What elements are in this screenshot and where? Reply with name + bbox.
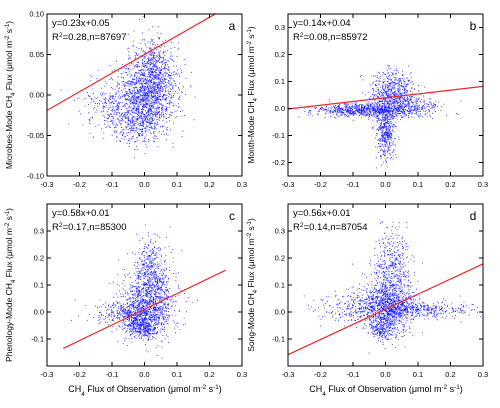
x-tick-label: -0.3 [282,370,295,379]
y-tick-label: 0.1 [34,281,44,290]
y-tick-label: 0.2 [275,254,285,263]
fit-equation: y=0.58x+0.01 [52,208,110,219]
x-tick-label: -0.1 [106,370,119,379]
y-tick-label: 0.3 [275,23,285,32]
panel-a: -0.3 -0.2 -0.1 0.0 0.1 0.2 0.3 -0.10 -0.05 0.00 0.… [4,10,247,190]
scatter-point-cloud [71,224,198,359]
y-tick-label: 0.1 [275,281,285,290]
fit-stats: R2=0.17,n=85300 [52,222,127,234]
x-tick-label: 0.2 [204,180,214,189]
x-tick-label: -0.3 [282,180,295,189]
y-tick-label: 0.1 [275,77,285,86]
y-tick-label: 0.00 [29,91,44,100]
x-tick-label: 0.3 [237,180,247,189]
x-tick-label: -0.3 [41,180,54,189]
y-tick-label: 0.0 [34,308,44,317]
x-axis-titles: CH4 Flux of Observation (μmol m-2 s-1) CH… [68,384,462,398]
x-tick-label: -0.1 [347,180,360,189]
x-tick-label: 0.0 [139,370,149,379]
x-tick-label: -0.2 [73,180,86,189]
panel-letter: a [229,19,236,33]
y-tick-label: 0.3 [34,227,44,236]
y-tick-label: 0.2 [34,254,44,263]
x-tick-label: -0.2 [73,370,86,379]
x-tick-label: -0.2 [314,180,327,189]
x-tick-label: 0.1 [413,370,423,379]
x-tick-label: 0.1 [172,180,182,189]
y-tick-label: 0.05 [29,50,44,59]
panel-letter: c [229,209,235,223]
x-tick-label: 0.0 [139,180,149,189]
y-tick-label: -0.1 [272,335,285,344]
panel-c: -0.3 -0.2 -0.1 0.0 0.1 0.2 0.3 -0.1 0.0 0.1 0.2 0.3… [4,203,247,379]
x-tick-label: -0.3 [41,370,54,379]
x-tick-label: 0.2 [445,370,455,379]
scatter-points [303,221,483,354]
y-axis-title: Phenology-Mode CH4 Flux (μmol m-2 s-1) [4,208,17,362]
y-tick-label: 0.0 [275,308,285,317]
fit-stats: R2=0.28,n=87697 [52,32,127,44]
y-tick-label: -0.1 [31,335,44,344]
fit-equation: y=0.56x+0.01 [293,208,351,219]
panel-d: -0.3 -0.2 -0.1 0.0 0.1 0.2 0.3 -0.1 0.0 0.1 0.2 0.3… [246,203,488,379]
y-tick-label: 0.10 [29,10,44,19]
x-tick-label: 0.2 [204,370,214,379]
y-tick-label: -0.1 [272,131,285,140]
x-tick-label: 0.0 [380,370,390,379]
x-tick-label: -0.1 [106,180,119,189]
x-tick-label: -0.2 [314,370,327,379]
panel-b: -0.3 -0.2 -0.1 0.0 0.1 0.2 0.3 -0.2 -0.1 0.0 0.1 0.… [246,13,488,189]
x-tick-label: 0.3 [478,180,488,189]
y-axis-title: Song-Mode CH4 Flux (μmol m-2 s-1) [246,218,259,352]
x-tick-label: 0.1 [413,180,423,189]
fit-line [288,85,483,110]
y-tick-label: -0.10 [27,172,44,181]
fit-stats: R2=0.08,n=85972 [293,32,368,44]
x-tick-label: -0.1 [347,370,360,379]
y-tick-label: -0.2 [272,158,285,167]
scatter-point-cloud [298,64,462,169]
scatter-point-cloud [303,221,483,354]
y-tick-label: -0.05 [27,131,44,140]
x-tick-label: 0.0 [380,180,390,189]
fit-line [288,263,483,356]
y-axis-title: Month-Mode CH4 Flux (μmol m-2 s-1) [246,26,259,164]
x-tick-label: 0.3 [237,370,247,379]
x-tick-label: 0.2 [445,180,455,189]
scatter-points [71,224,198,359]
x-tick-label: 0.1 [172,370,182,379]
y-tick-label: 0.0 [275,104,285,113]
x-tick-label: 0.3 [478,370,488,379]
panel-letter: d [470,209,477,223]
y-tick-label: 0.3 [275,227,285,236]
fit-stats: R2=0.14,n=87054 [293,222,368,234]
scatter-points [298,64,462,169]
y-axis-title: Microbes-Mode CH4 Flux (μmol m-2 s-1) [4,21,17,169]
fit-equation: y=0.23x+0.05 [52,18,110,29]
fit-equation: y=0.14x+0.04 [293,18,351,29]
panel-letter: b [470,19,477,33]
y-tick-label: 0.2 [275,50,285,59]
x-axis-title-left: CH4 Flux of Observation (μmol m-2 s-1) [68,384,221,398]
fit-line [62,269,227,349]
x-axis-title-right: CH4 Flux of Observation (μmol m-2 s-1) [309,384,462,398]
